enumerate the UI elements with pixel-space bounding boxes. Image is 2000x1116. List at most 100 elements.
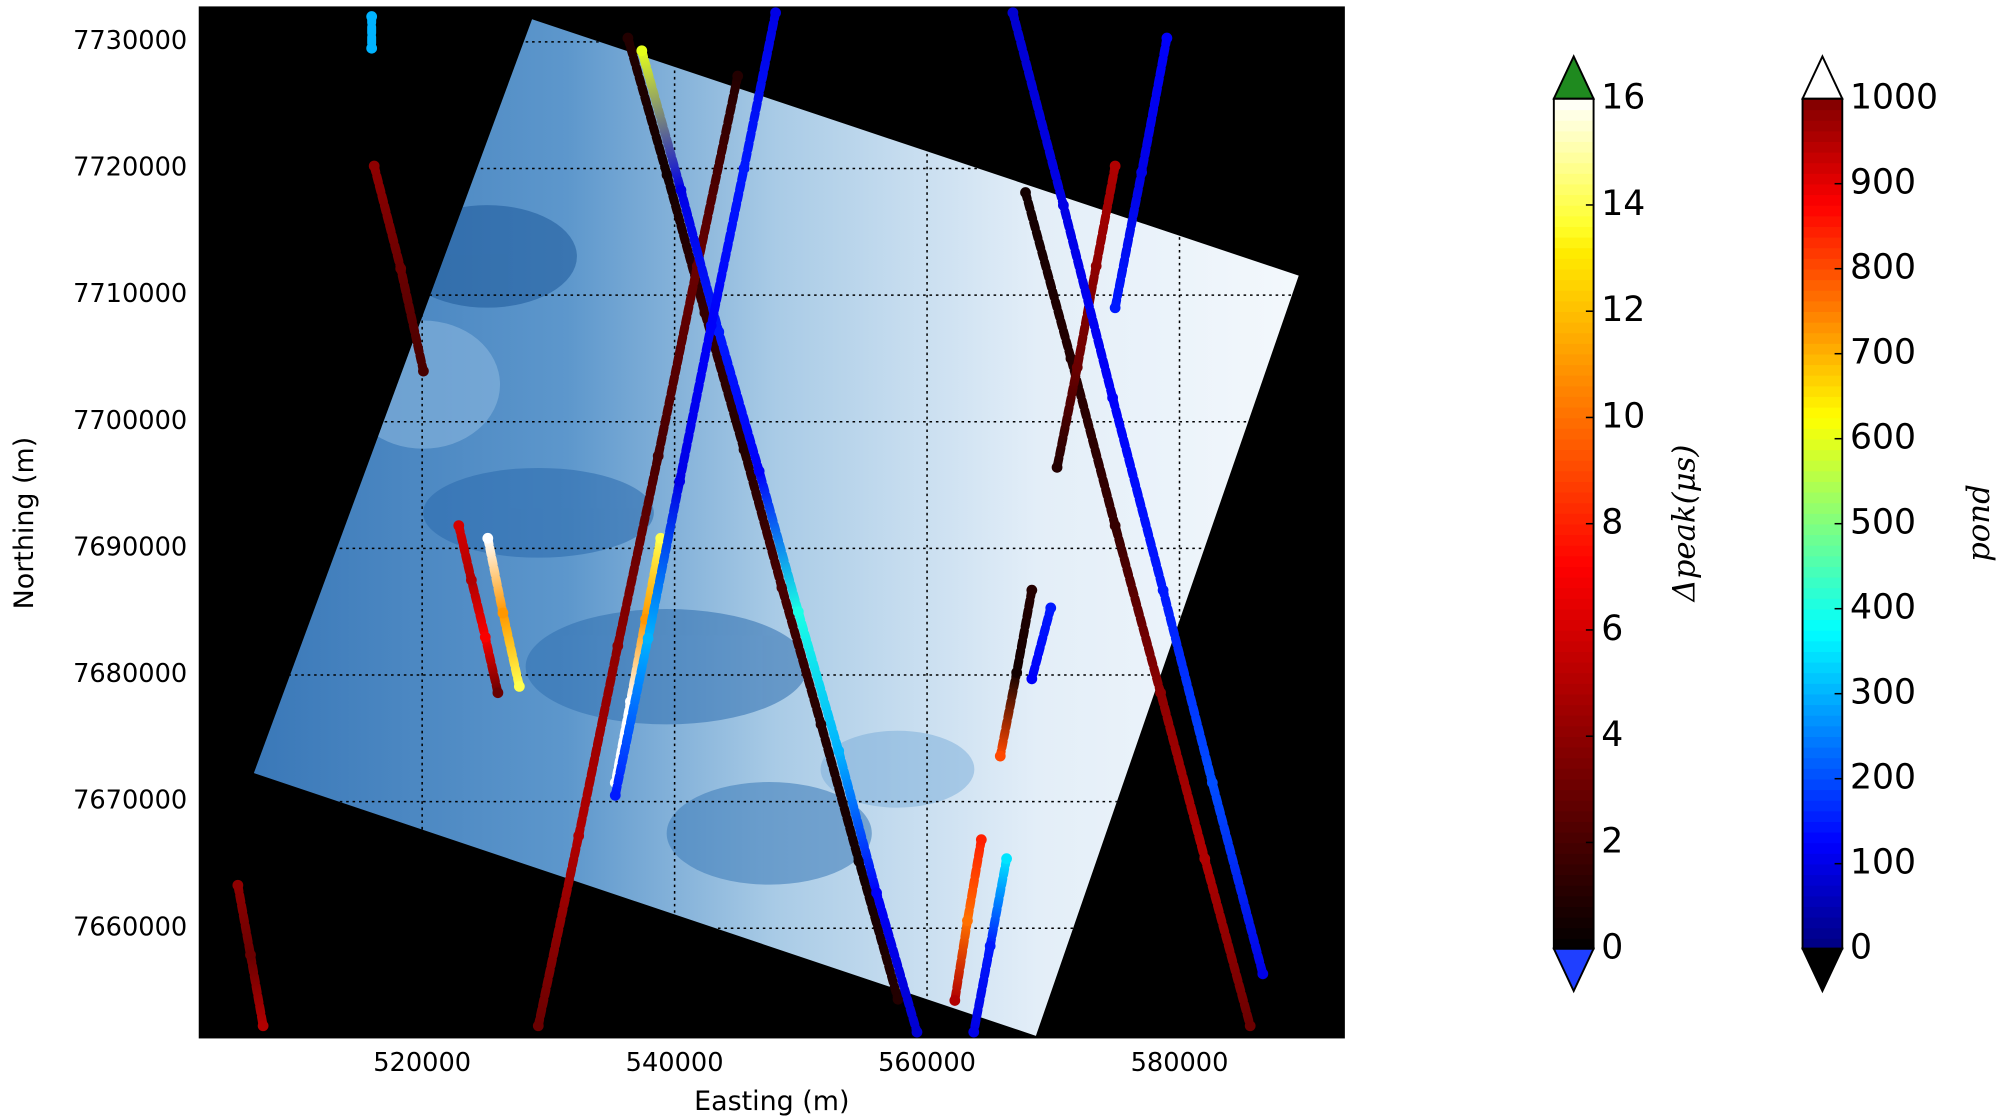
colorbar-segment: [1803, 630, 1843, 641]
colorbar-segment: [1554, 598, 1594, 609]
point: [1110, 520, 1121, 531]
colorbar-segment: [1803, 768, 1843, 779]
y-tick-label: 7710000: [73, 279, 187, 309]
colorbar-segment: [1803, 747, 1843, 758]
colorbar-segment: [1554, 269, 1594, 280]
colorbar-segment: [1554, 757, 1594, 768]
point: [453, 520, 464, 531]
point: [514, 681, 525, 692]
point: [1001, 853, 1012, 864]
point: [418, 366, 429, 377]
colorbar-segment: [1803, 120, 1843, 131]
colorbar-segment: [1803, 683, 1843, 694]
colorbar-segment: [1803, 779, 1843, 790]
colorbar-segment: [1554, 152, 1594, 163]
colorbar-segment: [1554, 694, 1594, 705]
colorbar-segment: [1803, 842, 1843, 853]
colorbar-segment: [1803, 237, 1843, 248]
colorbar-segment: [1554, 226, 1594, 237]
point: [777, 582, 788, 593]
y-tick-label: 7670000: [73, 786, 187, 816]
point: [653, 451, 664, 462]
point: [995, 751, 1006, 762]
point: [1136, 167, 1147, 178]
colorbar-segment: [1554, 205, 1594, 216]
colorbar-tick-label: 16: [1601, 78, 1645, 118]
colorbar-segment: [1554, 247, 1594, 258]
point: [676, 185, 687, 196]
colorbar-segment: [1554, 927, 1594, 938]
colorbar-tick-label: 300: [1850, 673, 1916, 713]
colorbar-segment: [1803, 885, 1843, 896]
colorbar-segment: [1803, 534, 1843, 545]
colorbar-tick-label: 0: [1601, 928, 1623, 968]
colorbar-segment: [1554, 853, 1594, 864]
colorbar-segment: [1803, 247, 1843, 258]
colorbar-segment: [1554, 407, 1594, 418]
colorbar-segment: [1803, 704, 1843, 715]
colorbar-segment: [1803, 789, 1843, 800]
colorbar-segment: [1803, 439, 1843, 450]
y-tick-label: 7720000: [73, 152, 187, 182]
colorbar-segment: [1554, 471, 1594, 482]
colorbar-tick-label: 700: [1850, 333, 1916, 373]
colorbar-segment: [1554, 279, 1594, 290]
colorbar-segment: [1554, 577, 1594, 588]
colorbar-segment: [1803, 279, 1843, 290]
colorbar-segment: [1803, 194, 1843, 205]
colorbar-segment: [1554, 641, 1594, 652]
colorbar-segment: [1554, 343, 1594, 354]
colorbar-segment: [1554, 513, 1594, 524]
colorbar-segment: [1554, 184, 1594, 195]
point: [533, 1020, 544, 1031]
colorbar-segment: [1803, 290, 1843, 301]
point: [1052, 462, 1063, 473]
point: [1107, 392, 1118, 403]
colorbar-segment: [1554, 566, 1594, 577]
point: [793, 606, 804, 617]
y-tick-label: 7700000: [73, 406, 187, 436]
colorbar-segment: [1554, 290, 1594, 301]
colorbar-segment: [1554, 301, 1594, 312]
colorbar-segment: [1554, 534, 1594, 545]
colorbar-segment: [1554, 386, 1594, 397]
colorbar-segment: [1554, 109, 1594, 120]
colorbar-segment: [1803, 566, 1843, 577]
point: [612, 641, 623, 652]
colorbar-segment: [1554, 736, 1594, 747]
colorbar-segment: [1803, 216, 1843, 227]
colorbar-segment: [1803, 874, 1843, 885]
point: [369, 161, 380, 172]
colorbar-segment: [1554, 906, 1594, 917]
colorbars: 0246810121416Δpeak(μs)010020030040050060…: [1554, 56, 1997, 991]
point: [643, 633, 654, 644]
colorbar-segment: [1554, 173, 1594, 184]
colorbar-segment: [1554, 715, 1594, 726]
colorbar-segment: [1803, 821, 1843, 832]
colorbar-tick-label: 10: [1601, 396, 1645, 436]
point: [1011, 667, 1022, 678]
colorbar-segment: [1803, 375, 1843, 386]
colorbar-segment: [1554, 322, 1594, 333]
colorbar-segment: [1554, 194, 1594, 205]
x-axis-label: Easting (m): [694, 1086, 849, 1116]
colorbar-segment: [1803, 226, 1843, 237]
colorbar-segment: [1554, 120, 1594, 131]
colorbar-tick-label: 400: [1850, 588, 1916, 628]
colorbar-segment: [1803, 109, 1843, 120]
colorbar-segment: [1803, 205, 1843, 216]
colorbar-segment: [1803, 131, 1843, 142]
colorbar-segment: [1803, 354, 1843, 365]
colorbar-segment: [1554, 789, 1594, 800]
point: [662, 169, 673, 180]
colorbar-segment: [1554, 545, 1594, 556]
point: [754, 466, 765, 477]
point: [949, 995, 960, 1006]
point: [482, 533, 493, 544]
colorbar-tick-label: 900: [1850, 163, 1916, 203]
colorbar-segment: [1554, 874, 1594, 885]
colorbar-segment: [1803, 672, 1843, 683]
colorbar-segment: [1803, 556, 1843, 567]
colorbar-label: Δpeak(μs): [1666, 445, 1702, 603]
point: [1257, 968, 1268, 979]
